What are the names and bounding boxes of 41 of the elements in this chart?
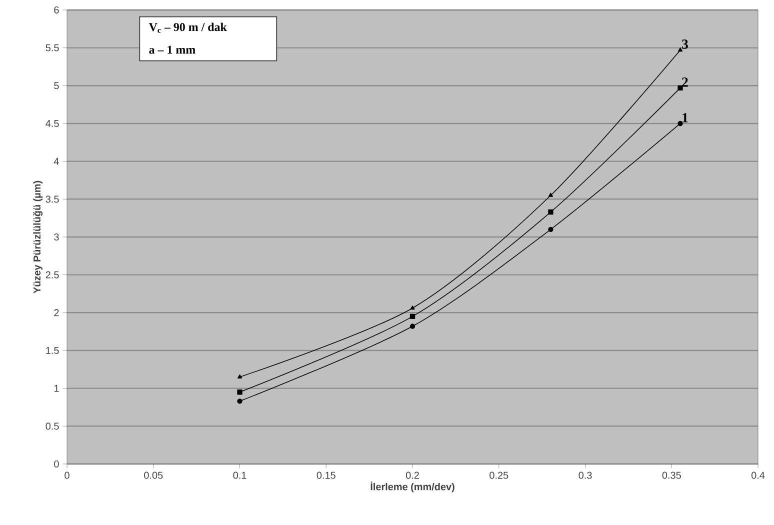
x-axis-title: İlerleme (mm/dev) — [370, 482, 454, 492]
point — [548, 209, 554, 215]
y-tick-label: 4 — [54, 158, 59, 165]
x-tick-label: 0.05 — [144, 472, 163, 479]
point — [678, 48, 683, 52]
series-label: 1 — [682, 113, 688, 122]
y-tick-label: 2 — [54, 309, 59, 316]
y-tick-label: 1.5 — [46, 347, 59, 354]
y-tick-label: 3.5 — [46, 196, 59, 203]
point — [678, 85, 683, 91]
y-tick-label: 0.5 — [46, 422, 59, 430]
x-tick-label: 0.15 — [316, 472, 336, 479]
y-axis-title: Yüzey Pürüzlülüğü (µm) — [33, 180, 43, 294]
y-tick-label: 4.5 — [46, 120, 59, 127]
point — [410, 314, 416, 320]
x-tick-label: 0.35 — [662, 472, 681, 479]
y-tick-label: 3 — [54, 233, 59, 241]
x-tick-label: 0.2 — [406, 472, 419, 479]
y-tick-label: 5 — [54, 82, 59, 90]
point — [678, 120, 683, 126]
x-tick-label: 0.1 — [233, 472, 246, 479]
point — [237, 398, 242, 404]
annotation: V$_{c}$ – 90 m / dak — [148, 22, 227, 33]
x-tick-label: 0.3 — [578, 472, 592, 479]
point — [410, 306, 415, 310]
point — [237, 374, 242, 378]
y-tick-label: 5.5 — [46, 44, 59, 52]
annotation: a – 1 mm — [149, 46, 196, 54]
series-label: 2 — [682, 77, 688, 87]
point — [548, 226, 554, 232]
point — [548, 192, 554, 197]
x-tick-label: 0.4 — [751, 472, 765, 479]
y-tick-label: 6 — [54, 6, 59, 14]
y-tick-label: 0 — [54, 460, 59, 468]
point — [410, 324, 416, 329]
point — [237, 390, 242, 395]
x-tick-label: 0 — [64, 472, 70, 479]
y-tick-label: 2.5 — [46, 271, 59, 278]
y-tick-label: 1 — [54, 384, 59, 392]
series-label: 3 — [682, 40, 688, 49]
x-tick-label: 0.25 — [490, 472, 508, 479]
